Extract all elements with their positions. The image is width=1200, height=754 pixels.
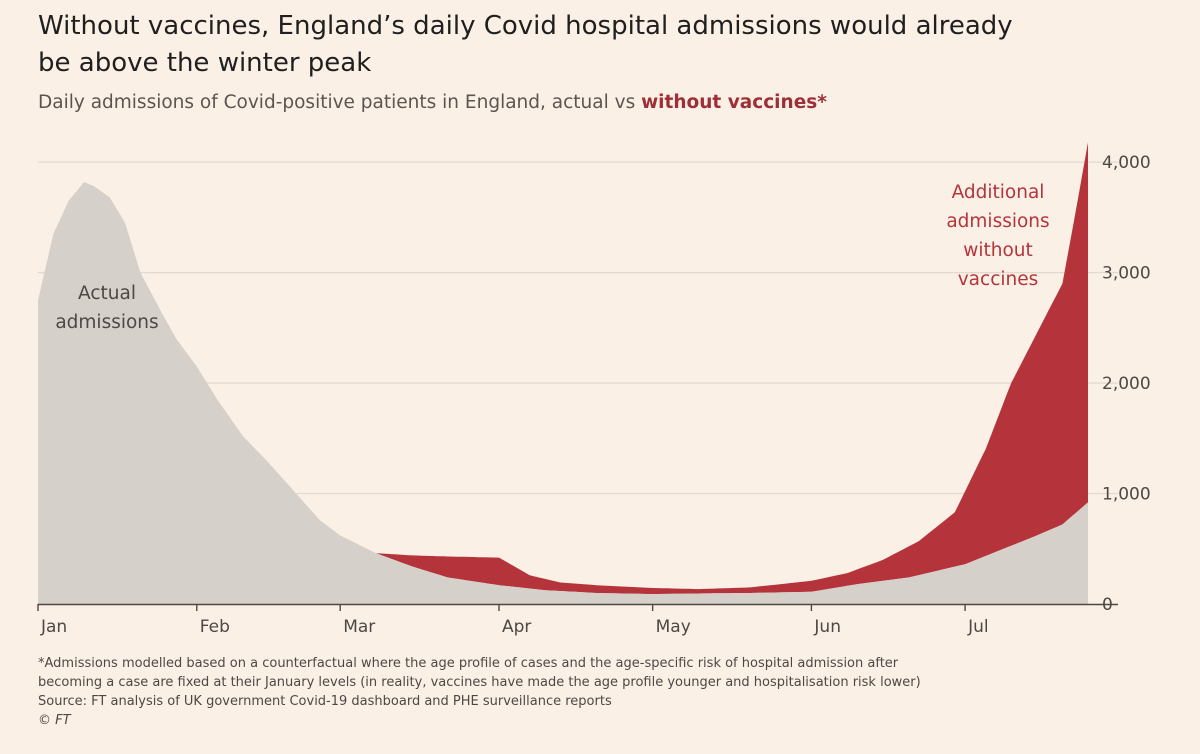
y-tick-label: 1,000	[1102, 485, 1151, 505]
y-tick-label: 2,000	[1102, 374, 1151, 394]
subtitle-highlight: without vaccines*	[641, 92, 827, 113]
y-tick-label: 4,000	[1102, 153, 1151, 173]
subtitle-text: Daily admissions of Covid-positive patie…	[38, 92, 642, 113]
footnote-line: *Admissions modelled based on a counterf…	[38, 656, 899, 671]
annotation-actual-admissions: Actual admissions	[55, 283, 158, 333]
y-tick-label: 0	[1102, 595, 1113, 615]
x-tick-label: Mar	[343, 617, 375, 637]
area-without-vaccines	[340, 142, 1088, 595]
x-tick-label: Apr	[502, 617, 531, 637]
x-tick-label: Jun	[813, 617, 841, 637]
copyright-credit: © FT	[38, 713, 71, 728]
x-tick-label: Jul	[967, 617, 989, 637]
chart-subtitle: Daily admissions of Covid-positive patie…	[38, 92, 827, 113]
source-note: Source: FT analysis of UK government Cov…	[38, 694, 612, 709]
area-actual-admissions	[38, 182, 1088, 604]
chart-title: Without vaccines, England’s daily Covid …	[38, 11, 1013, 78]
x-tick-label: May	[656, 617, 691, 637]
x-tick-label: Jan	[40, 617, 67, 637]
annotation-additional-admissions: Additional admissions without vaccines	[946, 182, 1049, 290]
x-tick-label: Feb	[200, 617, 230, 637]
footnote-line: becoming a case are fixed at their Janua…	[38, 675, 921, 690]
y-tick-label: 3,000	[1102, 264, 1151, 284]
footnotes: *Admissions modelled based on a counterf…	[38, 654, 1168, 730]
